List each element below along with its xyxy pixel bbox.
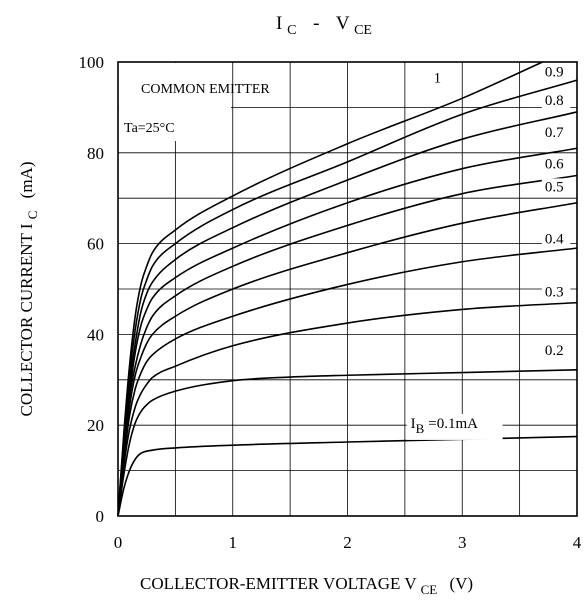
x-axis-label: COLLECTOR-EMITTER VOLTAGE V CE (V) — [140, 574, 473, 598]
series-line-ib-0-2 — [117, 369, 578, 517]
series-line-ib-0-1mA — [117, 435, 578, 517]
ib-label-value: =0.1mA — [428, 416, 478, 432]
x-tick-label: 4 — [573, 533, 582, 552]
curve-label-bg — [430, 69, 445, 87]
curve-label-bg — [541, 178, 571, 196]
x-axis-label-unit: (V) — [449, 574, 473, 593]
y-tick-label: 20 — [87, 416, 104, 435]
x-tick-label: 2 — [343, 533, 352, 552]
title-i: I — [276, 13, 282, 34]
grid — [118, 62, 577, 516]
title-sep: - — [313, 13, 319, 34]
series-line-ib-0-5 — [117, 201, 578, 517]
title-i-sub: C — [287, 23, 296, 38]
curve-label: 0.8 — [545, 93, 564, 109]
y-tick-label: 60 — [87, 235, 104, 254]
y-axis-label-sub: C — [25, 211, 40, 220]
series-line-ib-0-6 — [117, 174, 578, 517]
x-axis-label-sub: CE — [421, 582, 438, 597]
y-axis-label: COLLECTOR CURRENT I C (mA) — [17, 162, 41, 417]
title-v: V — [336, 13, 350, 34]
x-tick-label: 1 — [229, 533, 238, 552]
legend-box-background — [119, 63, 231, 141]
curve-label-bg — [541, 63, 571, 81]
y-tick-label: 100 — [79, 53, 105, 72]
curve-label: 0.2 — [545, 343, 564, 359]
ib-label: IB =0.1mA — [411, 416, 479, 436]
x-axis-label-main: COLLECTOR-EMITTER VOLTAGE V — [140, 574, 417, 593]
curve-label-bg — [541, 230, 571, 248]
y-tick-label: 80 — [87, 144, 104, 163]
curve-label-bg — [541, 155, 571, 173]
series-line-ib-0-3 — [117, 301, 578, 517]
y-axis-label-unit: (mA) — [17, 162, 36, 199]
legend-line-mode: COMMON EMITTER — [141, 82, 270, 97]
ib-label-bg — [406, 413, 503, 440]
title-v-sub: CE — [354, 23, 372, 38]
curves — [117, 61, 578, 517]
series-line-ib-0-4 — [117, 247, 578, 517]
chart-title: I C - V CE — [276, 13, 372, 39]
x-tick-label: 3 — [458, 533, 467, 552]
curve-label-bg — [541, 341, 571, 359]
ib-label-sub: B — [416, 421, 425, 436]
series-line-ib-0-9 — [117, 79, 578, 517]
x-tick-label: 0 — [114, 533, 123, 552]
y-axis-label-main: COLLECTOR CURRENT I — [17, 223, 36, 416]
curve-label: 0.6 — [545, 157, 564, 173]
curve-label-bg — [541, 283, 571, 301]
curve-label: 0.3 — [545, 285, 564, 301]
curve-label: 0.5 — [545, 179, 564, 195]
series-line-ib-0-8 — [117, 111, 578, 517]
curve-labels: 1 0.9 0.8 0.7 0.6 0.5 0.4 0.3 0.2 IB =0.1mA — [406, 63, 571, 440]
plot-border — [117, 61, 578, 517]
curve-label-bg — [541, 92, 571, 110]
curve-label: 0.4 — [545, 232, 564, 248]
ib-label-i: I — [411, 416, 416, 432]
y-tick-label: 40 — [87, 325, 104, 344]
legend-box: COMMON EMITTER Ta=25°C — [119, 63, 270, 141]
curve-label: 0.7 — [545, 125, 564, 141]
curve-label: 0.9 — [545, 65, 564, 81]
legend-line-temperature: Ta=25°C — [124, 121, 175, 136]
curve-label: 1 — [434, 70, 442, 86]
series-line-ib-1 — [117, 61, 543, 517]
curve-label-bg — [541, 123, 571, 141]
y-tick-label: 0 — [96, 507, 105, 526]
